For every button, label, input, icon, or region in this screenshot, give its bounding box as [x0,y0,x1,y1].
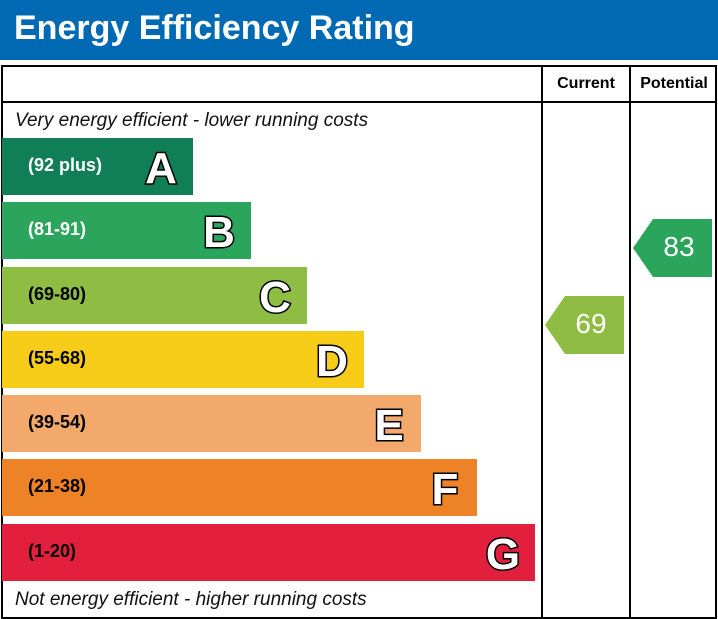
band-e: (39-54) E [2,395,421,452]
band-range: (21-38) [28,476,87,496]
band-range: (81-91) [28,219,87,239]
band-c: (69-80) C [2,267,307,324]
column-divider [629,65,631,617]
potential-rating-arrow: 83 [633,219,712,277]
current-column-header: Current [557,75,615,92]
band-g: (1-20) G [2,524,535,581]
svg-text:E: E [374,401,403,449]
svg-text:B: B [203,208,235,256]
svg-text:D: D [316,337,348,385]
band-range: (55-68) [28,348,87,368]
header-divider [1,101,717,103]
band-d: (55-68) D [2,331,364,388]
band-letter: D [315,336,350,386]
band-a: (92 plus) A [2,138,193,195]
band-f: (21-38) F [2,459,477,516]
current-rating-value: 69 [575,308,607,339]
svg-text:C: C [259,273,291,321]
current-rating-arrow: 69 [545,296,624,354]
potential-rating-value: 83 [663,231,695,262]
band-letter: F [430,464,460,514]
band-range: (1-20) [28,541,77,561]
band-range: (69-80) [28,284,87,304]
svg-text:G: G [486,530,520,578]
band-letter: E [373,400,405,450]
band-letter: C [258,272,293,322]
band-range: (39-54) [28,412,87,432]
top-note: Very energy efficient - lower running co… [15,110,369,131]
page-title: Energy Efficiency Rating [14,9,415,47]
column-divider [541,65,543,617]
band-range: (92 plus) [28,155,103,175]
band-b: (81-91) B [2,202,251,259]
potential-column-header: Potential [640,75,708,92]
bottom-note: Not energy efficient - higher running co… [15,589,367,610]
header-bar: Energy Efficiency Rating [0,0,718,60]
band-letter: G [484,529,521,579]
svg-text:A: A [145,144,177,192]
band-letter: A [144,143,179,193]
svg-text:F: F [432,465,459,513]
band-letter: B [202,207,237,257]
